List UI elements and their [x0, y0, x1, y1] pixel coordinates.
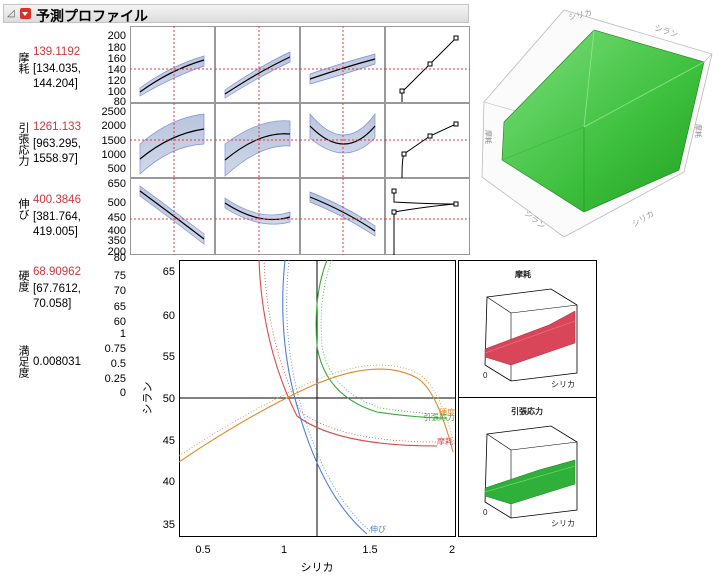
surface-axis-label: 摩耗: [694, 124, 703, 138]
response-name-abrasion: 摩耗: [17, 52, 29, 74]
profile-cell-abrasion-sulfur: [300, 26, 385, 103]
tick-label: 0.25: [104, 373, 126, 385]
y-axis-label: シラン: [142, 382, 154, 415]
profile-cell-elongation-silica: [130, 178, 215, 255]
tick-label: 400: [107, 225, 126, 237]
response-value-hardness[interactable]: 68.90962: [33, 266, 81, 278]
y-tick-label: 40: [163, 476, 175, 488]
response-name-elongation: 伸び: [17, 198, 29, 220]
tick-label: 200: [107, 246, 126, 258]
tick-label: 80: [113, 252, 126, 264]
contour-label-abrasion: 摩耗: [437, 436, 453, 446]
tick-label: 140: [107, 64, 126, 76]
y-tick-label: 50: [163, 393, 175, 405]
response-ci-low-elongation: [381.764,: [33, 211, 81, 223]
y-tick-label: 60: [163, 310, 175, 322]
tick-label: 65: [113, 301, 126, 313]
tick-label: 180: [107, 42, 126, 54]
response-value-tensile[interactable]: 1261.133: [33, 121, 81, 133]
response-ci-high-hardness: 70.058]: [33, 298, 72, 310]
mini-surface-title: 摩耗: [515, 270, 531, 279]
red-triangle-menu-icon[interactable]: [20, 8, 31, 19]
y-tick-label: 55: [163, 351, 175, 363]
surface-axis-label: 摩耗: [484, 130, 493, 144]
prediction-profiler: ◿ 予測プロファイル 摩耗 139.1192 [134.035, 144.204…: [3, 4, 470, 399]
y-tick-label: 45: [163, 435, 175, 447]
contour-abrasion: [258, 259, 438, 447]
contour-label-elongation: 伸び: [370, 524, 386, 534]
profile-cell-tensile-silica: [130, 103, 215, 178]
tick-label: 75: [113, 270, 126, 282]
tick-label: 500: [107, 197, 126, 209]
tick-label: 450: [107, 212, 126, 224]
response-value-abrasion[interactable]: 139.1192: [33, 46, 81, 58]
profile-cell-abrasion-silica: [130, 26, 215, 103]
response-ci-high-tensile: 1558.97]: [33, 153, 78, 165]
profiler-title: 予測プロファイル: [36, 8, 148, 24]
mini-x-label: シリカ: [551, 380, 575, 389]
surface-axis-label: シリカ: [631, 209, 656, 229]
disclosure-triangle-icon[interactable]: ◿: [7, 8, 15, 19]
tick-label: 80: [113, 96, 126, 108]
contour-label-tensile: 引張応力: [423, 412, 455, 422]
x-tick-label: 1: [281, 544, 287, 556]
tick-label: 1: [119, 328, 126, 340]
response-ci-low-tensile: [963.295,: [33, 138, 81, 150]
profile-cell-abrasion-silane: [215, 26, 300, 103]
mini-surface-title: 引張応力: [511, 407, 543, 416]
tick-label: 100: [107, 86, 126, 98]
tick-label: 120: [107, 75, 126, 87]
tick-label: 500: [107, 163, 126, 175]
surface-axis-label: シラン: [653, 23, 679, 39]
response-ci-high-elongation: 419.005]: [33, 226, 78, 238]
x-tick-label: 2: [449, 544, 455, 556]
response-ci-low-hardness: [67.7612,: [33, 283, 81, 295]
profile-cell-abrasion-desirability: [385, 26, 470, 103]
response-ci-high-abrasion: 144.204]: [33, 78, 78, 90]
y-tick-label: 65: [163, 266, 175, 278]
mini-zero-label: 0: [483, 508, 488, 517]
x-axis-label: シリカ: [301, 561, 334, 574]
profile-cell-tensile-silane: [215, 103, 300, 178]
response-name-hardness: 硬度: [17, 270, 29, 292]
tick-label: 2000: [101, 120, 126, 132]
response-name-desirability: 満足度: [17, 345, 29, 378]
tick-label: 1000: [101, 149, 126, 161]
profiler-title-bar[interactable]: ◿ 予測プロファイル: [3, 4, 469, 24]
response-value-desirability[interactable]: 0.008031: [33, 356, 81, 368]
contour-elongation: [282, 259, 368, 535]
profile-cell-tensile-sulfur: [300, 103, 385, 178]
profile-cell-grid[interactable]: [130, 26, 470, 258]
tick-label: 0.75: [104, 343, 126, 355]
mini-surface-abrasion[interactable]: 摩耗 0 シリカ: [458, 260, 597, 398]
tick-label: 70: [113, 285, 126, 297]
contour-plot[interactable]: 伸び 引張応力 硬度 摩耗 65 60 55 50 45 40 35 0.5 1…: [137, 256, 459, 576]
tick-label: 2500: [101, 106, 126, 118]
surface-plot-3d[interactable]: シリカ シラン 摩耗 摩耗 シリカ シラン: [474, 2, 718, 252]
tick-label: 200: [107, 30, 126, 42]
tick-label: 650: [107, 178, 126, 190]
mini-x-label: シリカ: [551, 519, 575, 528]
profile-cell-elongation-sulfur: [300, 178, 385, 255]
x-tick-label: 1.5: [362, 544, 377, 556]
tick-label: 350: [107, 235, 126, 247]
tick-label: 1500: [101, 135, 126, 147]
tick-label: 0.5: [110, 358, 126, 370]
contour-tensile: [315, 259, 448, 419]
mini-surface-tensile[interactable]: 引張応力 0 シリカ: [458, 397, 597, 537]
tick-label: 0: [119, 387, 126, 399]
contour-label-hardness: 硬度: [439, 407, 455, 417]
profile-cell-elongation-desirability: [385, 178, 470, 255]
tick-label: 60: [113, 316, 126, 328]
x-tick-label: 0.5: [195, 544, 210, 556]
response-value-elongation[interactable]: 400.3846: [33, 194, 81, 206]
y-tick-label: 35: [163, 519, 175, 531]
mini-zero-label: 0: [483, 371, 488, 380]
tick-label: 160: [107, 53, 126, 65]
response-name-tensile: 引張応力: [17, 122, 29, 166]
contour-hardness: [178, 368, 454, 463]
response-ci-low-abrasion: [134.035,: [33, 63, 81, 75]
profile-cell-elongation-silane: [215, 178, 300, 255]
profile-cell-tensile-desirability: [385, 103, 470, 179]
